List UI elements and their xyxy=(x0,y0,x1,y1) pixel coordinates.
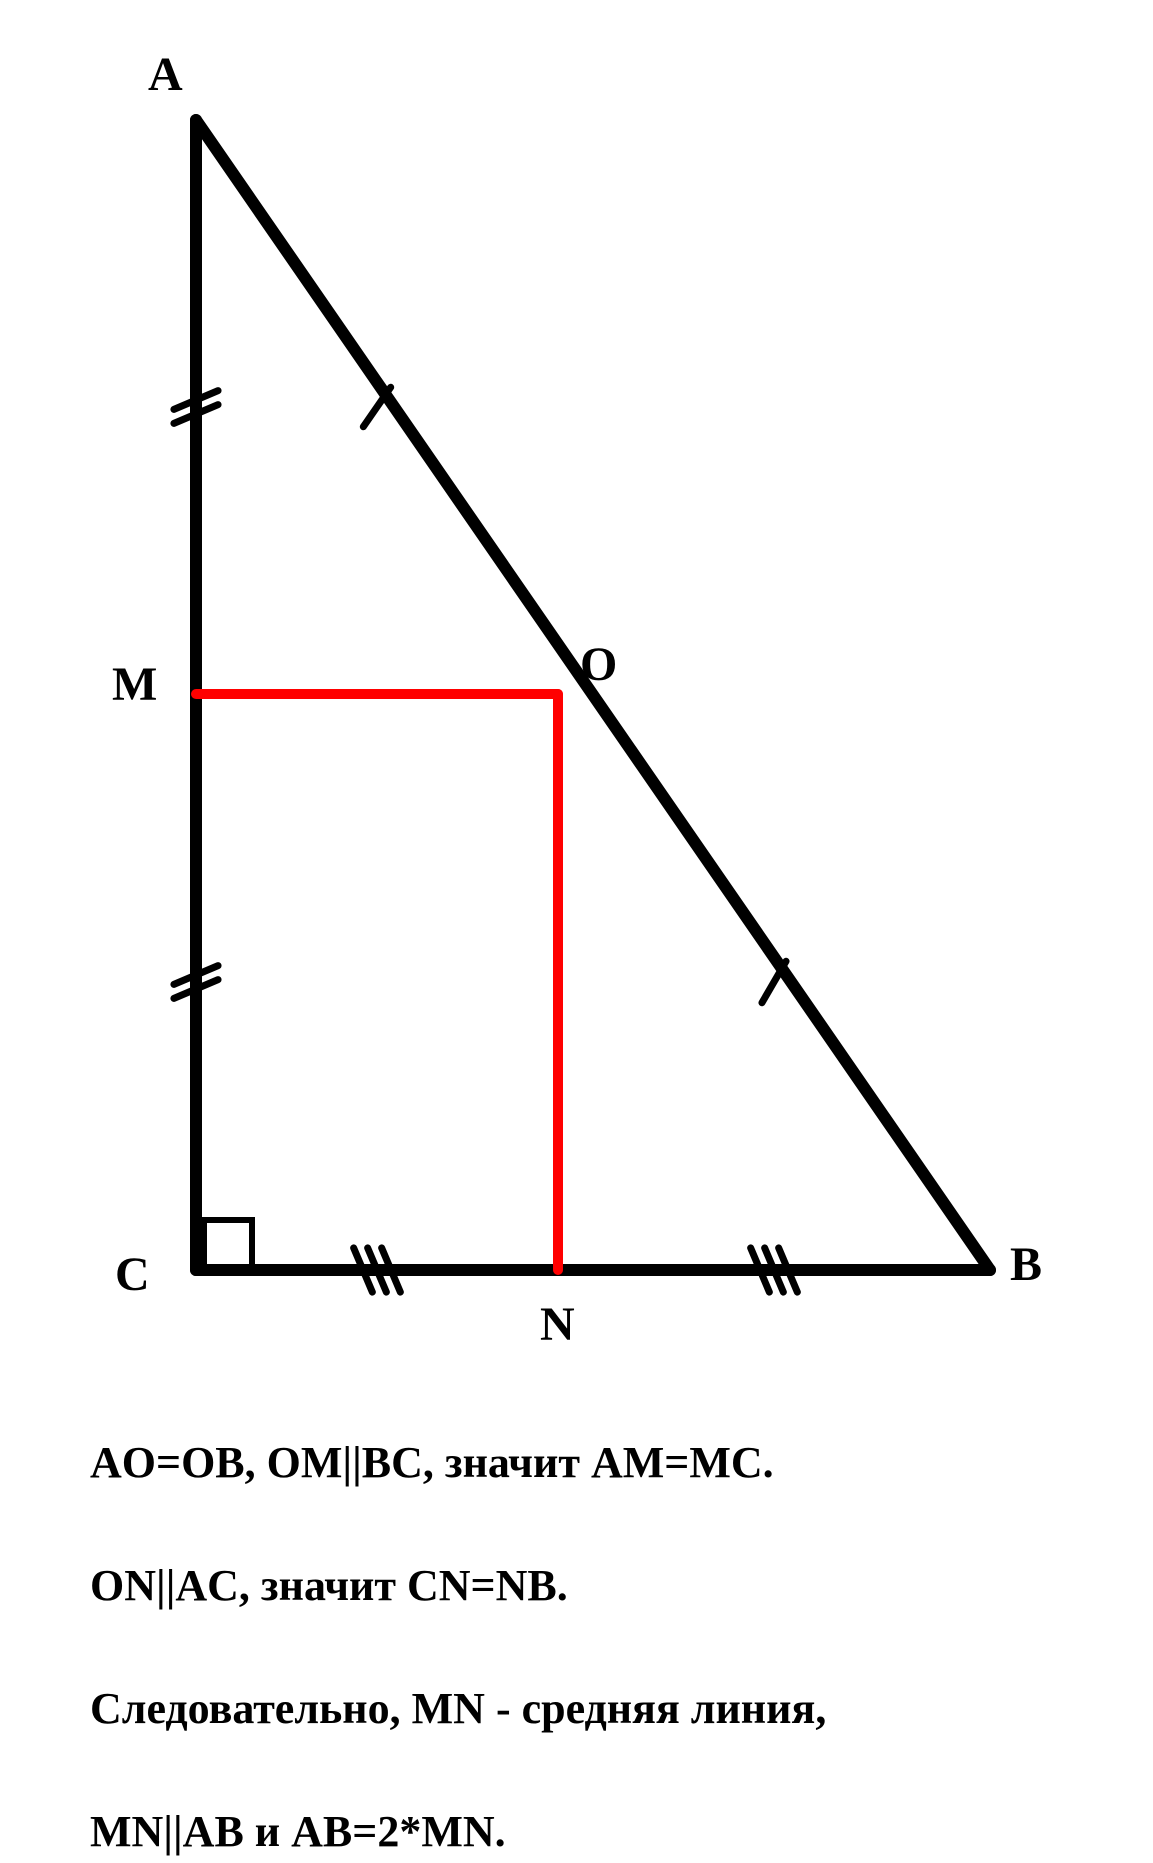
figure-stage: A B C M O N AO=OB, OM||BC, значит AM=MC. ON||… xyxy=(0,0,1153,1633)
label-B: B xyxy=(1010,1238,1042,1291)
ticks-AO-tick-1 xyxy=(363,387,390,426)
caption-block: AO=OB, OM||BC, значит AM=MC. ON||AC, зна… xyxy=(90,1370,1070,1863)
caption-line-1: AO=OB, OM||BC, значит AM=MC. xyxy=(90,1438,774,1487)
right-angle-marker xyxy=(204,1220,252,1268)
label-O: O xyxy=(580,638,617,691)
caption-line-4: MN||AB и AB=2*MN. xyxy=(90,1807,506,1856)
label-M: M xyxy=(112,658,157,711)
label-A: A xyxy=(148,48,183,101)
caption-line-3: Следовательно, MN - средняя линия, xyxy=(90,1684,826,1733)
caption-line-2: ON||AC, значит CN=NB. xyxy=(90,1561,568,1610)
label-C: C xyxy=(115,1248,150,1301)
label-N: N xyxy=(540,1298,575,1351)
